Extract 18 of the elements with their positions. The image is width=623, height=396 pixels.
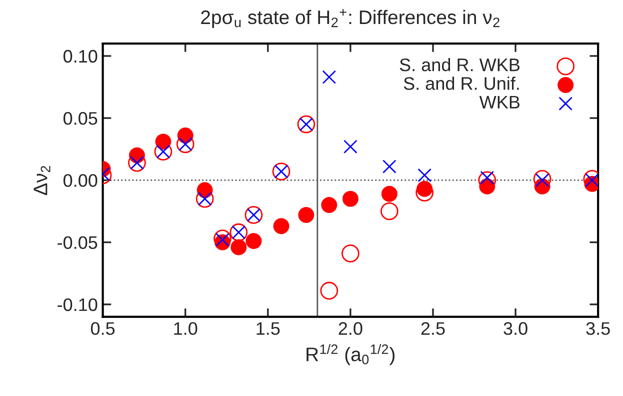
- x-tick-label: 2.5: [421, 322, 445, 335]
- x-tick-label: 3.5: [586, 322, 610, 335]
- legend-label: S. and R. WKB: [400, 58, 520, 72]
- y-tick-label: 0.10: [64, 50, 98, 63]
- legend-label: WKB: [479, 96, 520, 108]
- y-tick-label: 0.00: [64, 174, 98, 187]
- y-axis-title: Δν$_{2}$: [34, 166, 50, 196]
- x-tick-label: 0.5: [90, 322, 115, 335]
- x-tick-label: 1.0: [174, 322, 198, 335]
- x-tick-label: 1.5: [256, 322, 280, 335]
- y-tick-label: -0.10: [58, 298, 98, 312]
- x-tick-label: 2.0: [338, 322, 362, 335]
- y-tick-label: 0.05: [64, 112, 98, 125]
- legend-label: S. and R. Unif.: [404, 76, 519, 90]
- x-axis-title: R$^{1/2}$ (a$_{0}$$^{1/2}$): [306, 344, 395, 366]
- chart-title: 2pσ$_{u}$ state of H$_{2}$$^{+}$: Differences in ν$_{2}$: [201, 8, 500, 28]
- x-tick-label: 3.0: [504, 322, 528, 335]
- y-tick-label: -0.05: [58, 236, 98, 249]
